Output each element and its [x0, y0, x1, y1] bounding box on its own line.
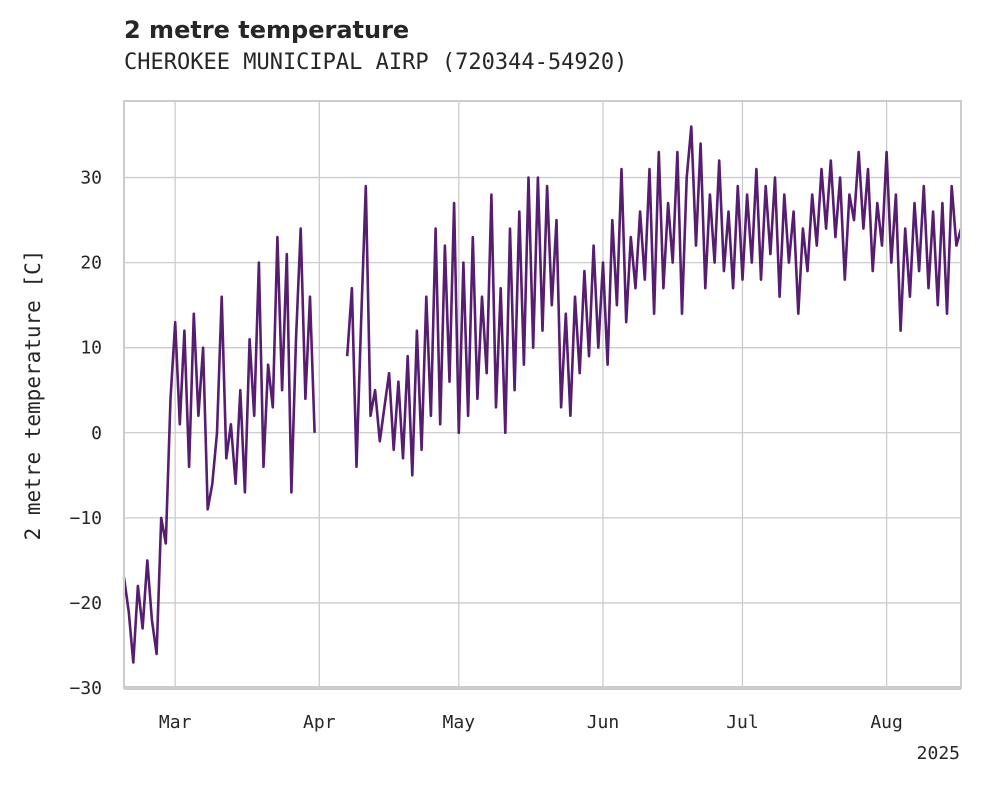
temperature-series-line [345, 125, 963, 477]
plot-frame [123, 100, 962, 690]
series-layer [122, 125, 963, 664]
y-tick-label: −30 [69, 678, 102, 699]
x-tick-label: Mar [159, 712, 192, 733]
plot-border [123, 100, 962, 689]
y-tick-label: −20 [69, 593, 102, 614]
chart-subtitle: CHEROKEE MUNICIPAL AIRP (720344-54920) [124, 50, 628, 75]
x-tick-label: Jul [726, 712, 759, 733]
tick-labels: −30 −20 −10 0 10 20 30 Mar Apr May Jun Jul Aug [69, 168, 902, 733]
temperature-series-line [122, 227, 316, 664]
x-tick-label: Jun [587, 712, 620, 733]
x-axis-year-label: 2025 [917, 743, 960, 764]
y-tick-label: 0 [91, 423, 102, 444]
y-tick-label: 30 [80, 168, 102, 189]
x-tick-label: Aug [870, 712, 903, 733]
x-tick-label: Apr [303, 712, 336, 733]
y-tick-label: 10 [80, 338, 102, 359]
y-tick-label: −10 [69, 508, 102, 529]
grid [124, 101, 961, 689]
y-axis-label: 2 metre temperature [C] [21, 250, 45, 541]
y-tick-label: 20 [80, 253, 102, 274]
x-tick-label: May [443, 712, 476, 733]
chart-title: 2 metre temperature [124, 16, 410, 44]
